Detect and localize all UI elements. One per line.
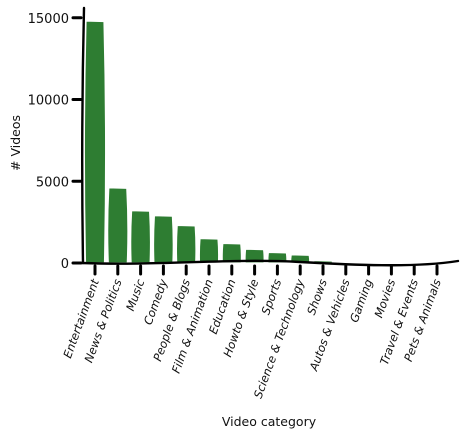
bar-news-and-politics: [107, 187, 129, 264]
bar-travel-and-events: [404, 262, 425, 264]
bar-music: [130, 210, 152, 264]
y-axis-line: [81, 6, 86, 265]
axes-group: [80, 6, 460, 267]
x-axis-title: Video category: [222, 414, 317, 429]
bar-education: [221, 242, 243, 264]
bars-group: [83, 20, 448, 264]
y-ticks-group: 0 5000 10000 15000: [28, 12, 83, 272]
x-tick-label-music: Music: [123, 277, 148, 313]
bar-autos-and-vehicles: [335, 261, 356, 264]
y-tick-label: 10000: [28, 94, 69, 109]
y-tick-label: 15000: [28, 12, 69, 27]
bar-film-and-animation: [198, 237, 220, 264]
bar-movies: [381, 261, 402, 264]
y-tick-label: 5000: [36, 175, 69, 190]
y-axis-title: # Videos: [8, 115, 23, 171]
x-tick-label-sports: Sports: [258, 277, 284, 316]
bar-people-and-blogs: [175, 224, 197, 264]
y-tick-label: 0: [61, 257, 69, 272]
bar-entertainment: [83, 20, 107, 264]
x-tick-label-shows: Shows: [304, 277, 330, 317]
bar-comedy: [152, 214, 174, 264]
x-axis-line: [80, 259, 460, 267]
bar-gaming: [358, 261, 379, 264]
